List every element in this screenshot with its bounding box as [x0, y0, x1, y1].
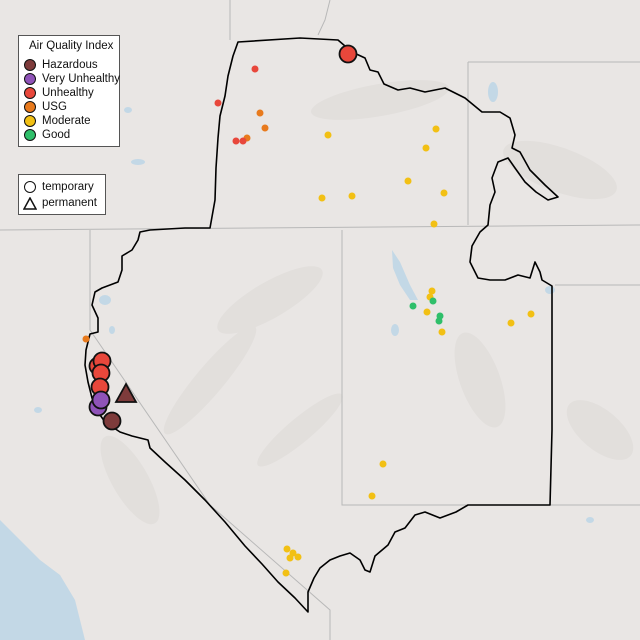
monitor-unhealthy-large[interactable] [338, 44, 358, 64]
monitors-good [409, 297, 444, 325]
triangle-icon [22, 196, 38, 210]
unhealthy-swatch [24, 87, 36, 99]
monitor-moderate[interactable] [283, 545, 291, 553]
monitor-moderate[interactable] [348, 192, 356, 200]
legend-label: Moderate [42, 115, 91, 127]
monitor-good[interactable] [429, 297, 437, 305]
monitor-moderate[interactable] [324, 131, 332, 139]
monitor-hazardous-large[interactable] [102, 411, 122, 431]
legend-item-good: Good [24, 128, 70, 142]
legend-item-temporary: temporary [22, 180, 94, 194]
legend-label: permanent [42, 197, 97, 209]
legend-item-moderate: Moderate [24, 114, 91, 128]
monitor-hazardous-permanent[interactable] [114, 382, 138, 403]
monitor-moderate[interactable] [423, 308, 431, 316]
monitor-moderate[interactable] [428, 287, 436, 295]
hazardous-swatch [24, 59, 36, 71]
legend-label: Good [42, 129, 71, 141]
legend-item-very-unhealthy: Very Unhealthy [24, 72, 120, 86]
monitor-moderate[interactable] [286, 554, 294, 562]
monitor-moderate[interactable] [422, 144, 430, 152]
monitor-unhealthy[interactable] [232, 137, 240, 145]
legend-item-hazardous: Hazardous [24, 58, 98, 72]
legend-label: USG [42, 101, 67, 113]
monitor-moderate[interactable] [294, 553, 302, 561]
terrain-shading [100, 80, 634, 525]
monitor-moderate[interactable] [368, 492, 376, 500]
legend-label: Unhealthy [42, 87, 94, 99]
monitor-moderate[interactable] [430, 220, 438, 228]
legend-label: Very Unhealthy [42, 73, 120, 85]
legend-item-usg: USG [24, 100, 67, 114]
monitor-moderate[interactable] [432, 125, 440, 133]
legend-label: Hazardous [42, 59, 98, 71]
monitors-usg [82, 109, 269, 343]
monitor-moderate[interactable] [318, 194, 326, 202]
monitor-good[interactable] [435, 317, 443, 325]
region-boundary [84, 37, 559, 613]
monitor-moderate[interactable] [438, 328, 446, 336]
legend-label: temporary [42, 181, 94, 193]
monitors-unhealthy-small [214, 65, 259, 145]
circle-icon [22, 181, 38, 193]
aqi-legend: Air Quality Index Hazardous Very Unhealt… [18, 35, 120, 147]
monitor-unhealthy[interactable] [214, 99, 222, 107]
monitor-very-unhealthy-large[interactable] [91, 390, 111, 410]
very-unhealthy-swatch [24, 73, 36, 85]
monitor-moderate[interactable] [404, 177, 412, 185]
monitor-usg[interactable] [256, 109, 264, 117]
monitor-moderate[interactable] [527, 310, 535, 318]
monitor-moderate[interactable] [282, 569, 290, 577]
legend-item-unhealthy: Unhealthy [24, 86, 94, 100]
legend-item-permanent: permanent [22, 196, 97, 210]
monitor-moderate[interactable] [507, 319, 515, 327]
pacific-ocean [0, 520, 85, 640]
monitor-usg[interactable] [82, 335, 90, 343]
monitors-moderate [282, 125, 535, 577]
moderate-swatch [24, 115, 36, 127]
monitor-type-legend: temporary permanent [18, 174, 106, 215]
usg-swatch [24, 101, 36, 113]
legend-title: Air Quality Index [29, 40, 114, 52]
monitor-good[interactable] [409, 302, 417, 310]
monitor-unhealthy[interactable] [251, 65, 259, 73]
good-swatch [24, 129, 36, 141]
monitor-moderate[interactable] [440, 189, 448, 197]
monitor-usg[interactable] [261, 124, 269, 132]
monitor-moderate[interactable] [379, 460, 387, 468]
monitors-large [88, 44, 358, 431]
monitor-unhealthy[interactable] [239, 137, 247, 145]
